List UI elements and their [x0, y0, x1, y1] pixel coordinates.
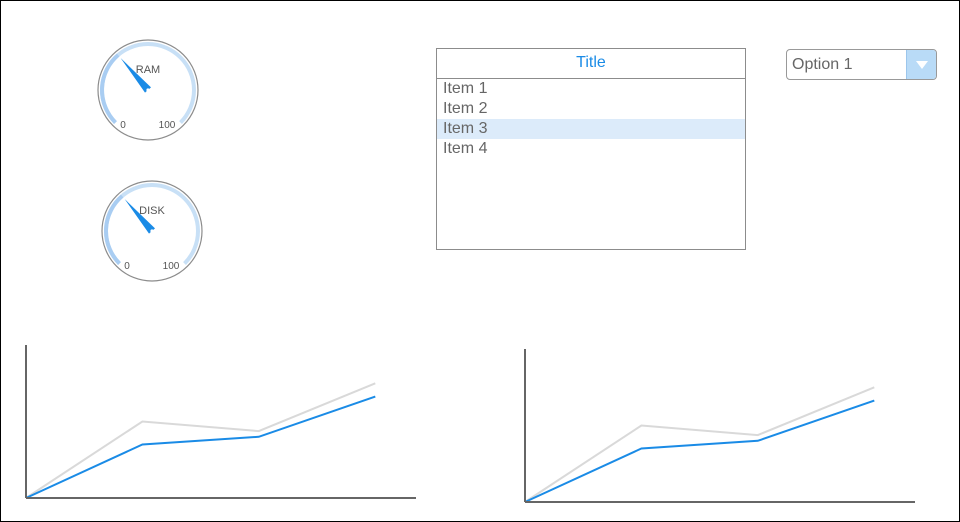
ram-gauge: RAM 0 100	[96, 38, 200, 142]
gauge-min-label: 0	[124, 261, 130, 272]
series-line-2	[524, 399, 875, 503]
dropdown-value: Option 1	[792, 56, 853, 73]
gauge-label: RAM	[136, 64, 160, 76]
gauge-max-label: 100	[163, 261, 180, 272]
disk-gauge: DISK 0 100	[100, 179, 204, 283]
option-dropdown[interactable]: Option 1	[786, 49, 937, 80]
list-item[interactable]: Item 2	[443, 100, 488, 117]
series-line-1	[25, 382, 376, 499]
line-chart-right	[524, 349, 915, 503]
list-items: Item 1 Item 2 Item 3 Item 4	[437, 79, 745, 159]
gauge-label: DISK	[139, 205, 165, 217]
gauge-min-label: 0	[120, 120, 126, 131]
gauge-max-label: 100	[159, 120, 176, 131]
series-line-2	[25, 395, 376, 499]
series-line-1	[524, 386, 875, 503]
dropdown-toggle-button[interactable]	[906, 50, 936, 79]
list-title: Title	[437, 49, 745, 79]
list-item[interactable]: Item 1	[443, 80, 488, 97]
line-chart-left	[25, 345, 416, 499]
list-box[interactable]: Title Item 1 Item 2 Item 3 Item 4	[436, 48, 746, 250]
list-item[interactable]: Item 4	[443, 140, 488, 157]
list-item[interactable]: Item 3	[437, 119, 745, 139]
chevron-down-icon	[916, 61, 928, 69]
